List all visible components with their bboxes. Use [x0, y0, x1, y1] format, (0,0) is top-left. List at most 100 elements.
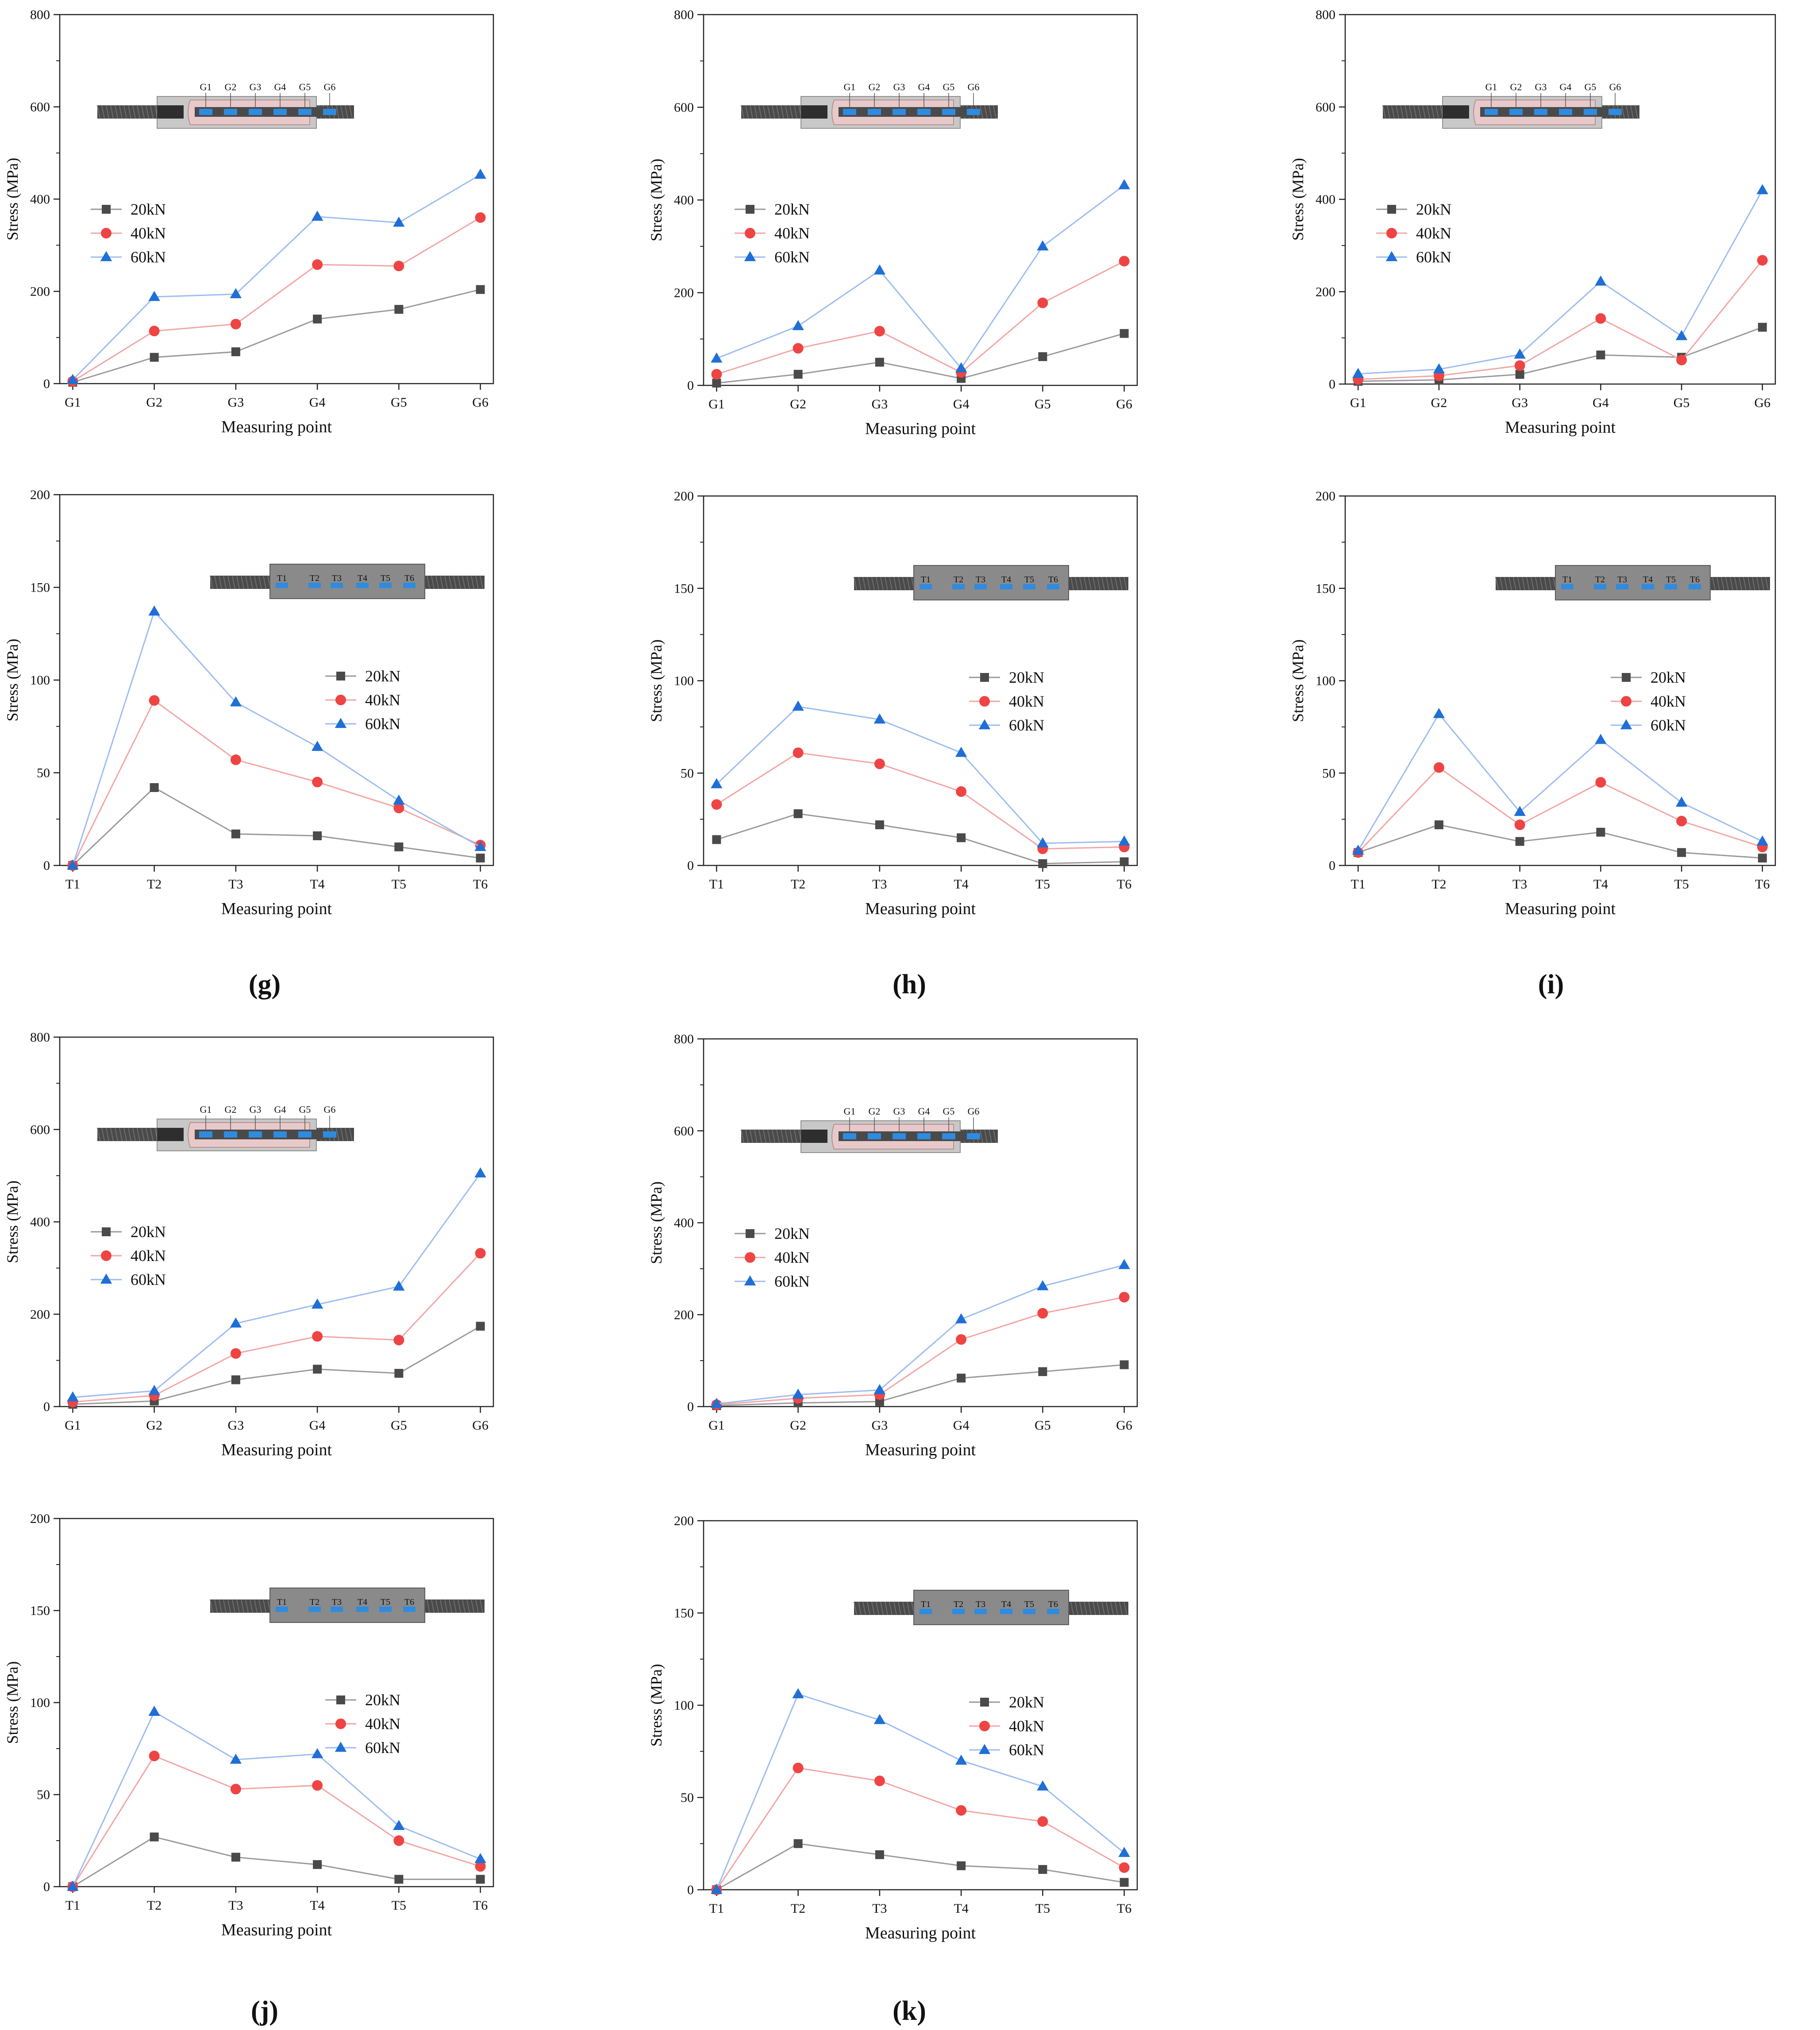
data-point-20kN-T4: [957, 833, 966, 842]
rebar-rib: [785, 1129, 789, 1143]
series-line-60kN: [716, 185, 1125, 369]
gauge-label: T3: [332, 573, 342, 583]
data-point-20kN-T1: [712, 835, 721, 844]
data-point-60kN-G6: [1118, 179, 1130, 189]
rebar-rib: [101, 105, 105, 119]
rebar-rib: [340, 105, 344, 119]
gauge-label: G5: [1585, 81, 1597, 92]
rebar-rib: [462, 1599, 466, 1613]
rebar-rib: [776, 105, 780, 119]
series-line-40kN: [72, 699, 481, 866]
rebar-rib: [475, 575, 479, 589]
axes-frame: [703, 1520, 1138, 1891]
data-point-60kN-G4: [311, 1298, 323, 1309]
data-point-40kN-G6: [475, 212, 486, 223]
legend-marker-20kN: [336, 672, 345, 681]
x-tick-label: G2: [790, 397, 806, 411]
data-point-20kN-T5: [394, 1875, 404, 1884]
rebar-rib: [241, 1599, 244, 1613]
legend-marker-40kN: [979, 696, 990, 707]
legend-marker-40kN: [335, 695, 346, 705]
gauge-label: G5: [299, 1104, 311, 1115]
data-point-40kN-G3: [1514, 360, 1525, 371]
rebar-rib: [794, 1129, 797, 1143]
series-20kN: [1354, 323, 1767, 386]
legend-marker-40kN: [1621, 696, 1631, 707]
gauge-g4: [1559, 109, 1572, 115]
legend-marker-60kN: [744, 1275, 756, 1286]
data-point-40kN-T5: [1676, 815, 1687, 827]
rebar-rib: [1513, 577, 1516, 591]
y-tick-label: 800: [674, 1032, 694, 1046]
rebar-rib: [781, 105, 784, 119]
y-tick-label: 0: [43, 1399, 50, 1414]
rebar-rib: [907, 577, 910, 591]
legend: 20kN 40kN 60kN: [1611, 669, 1686, 734]
gauge-label: G1: [844, 1106, 856, 1117]
x-tick-label: T2: [1431, 877, 1446, 892]
rebar-rib: [97, 105, 100, 119]
gauge-g5: [298, 109, 312, 115]
rebar-rib: [258, 1599, 262, 1613]
rebar-rib: [871, 1601, 875, 1615]
series-20kN: [1354, 820, 1767, 863]
data-point-40kN-T3: [874, 758, 885, 769]
gauge-t4: [1000, 584, 1012, 589]
gauge-t6: [1047, 1609, 1059, 1614]
axes-frame: [703, 495, 1138, 866]
data-point-60kN-T6: [474, 1853, 486, 1863]
rebar-rib: [132, 1127, 136, 1142]
legend-marker-60kN: [100, 1273, 112, 1284]
rebar-rib: [1404, 105, 1408, 119]
rebar-rib: [893, 1601, 897, 1615]
series-60kN: [67, 605, 486, 870]
rebar-rib: [245, 575, 249, 589]
legend-marker-20kN: [746, 205, 754, 214]
gauge-label: G6: [324, 81, 336, 92]
rebar-rib: [123, 1127, 127, 1142]
legend-marker-60kN: [100, 251, 112, 261]
y-tick-label: 400: [1316, 192, 1335, 207]
series-60kN: [711, 700, 1130, 848]
axes-frame: [703, 1038, 1138, 1407]
rebar-rib: [223, 575, 227, 589]
data-point-60kN-T3: [230, 1753, 242, 1764]
y-tick-label: 600: [674, 100, 694, 115]
gauge-t1: [920, 1609, 932, 1614]
rebar-rib: [993, 105, 997, 119]
gauge-g5: [298, 1131, 312, 1138]
data-point-40kN-G1: [711, 369, 722, 380]
legend-marker-40kN: [745, 1252, 755, 1263]
y-tick-label: 200: [674, 286, 694, 300]
rebar-rib: [219, 575, 222, 589]
data-point-40kN-G5: [1037, 1308, 1048, 1319]
chart-panel-6: 0 50 100 150 200 T1 T2 T3 T4 T5 T6 Measuring point S…: [1289, 489, 1776, 918]
y-tick-label: 600: [674, 1124, 694, 1138]
gauge-t1: [276, 1607, 288, 1612]
rebar-rib: [1084, 1601, 1087, 1615]
y-tick-label: 100: [30, 673, 50, 688]
x-tick-label: T4: [954, 1901, 968, 1916]
legend-label-60kN: 60kN: [1009, 716, 1044, 734]
series-line-40kN: [73, 1253, 481, 1403]
rebar-rib: [241, 575, 244, 589]
sleeve-end-block: [801, 1130, 827, 1143]
x-tick-label: G3: [872, 397, 888, 411]
x-tick-label: T6: [1117, 1901, 1131, 1916]
y-tick-label: 50: [681, 766, 694, 780]
gauge-g1: [1485, 109, 1498, 115]
series-20kN: [68, 1322, 485, 1409]
x-tick-label: T2: [147, 877, 162, 892]
rebar-rib: [1110, 577, 1114, 591]
y-tick-label: 600: [1316, 100, 1335, 115]
legend-marker-60kN: [1620, 719, 1632, 730]
rebar-rib: [750, 1129, 753, 1143]
rebar-rib: [458, 575, 461, 589]
gauge-label: T3: [976, 1599, 985, 1609]
gauge-label: G4: [918, 1106, 930, 1117]
y-axis-label: Stress (MPa): [4, 639, 21, 722]
data-point-20kN-T5: [1038, 859, 1047, 868]
data-point-60kN-G2: [1433, 363, 1445, 373]
gauge-t4: [356, 583, 369, 588]
series-line-40kN: [716, 1767, 1125, 1890]
